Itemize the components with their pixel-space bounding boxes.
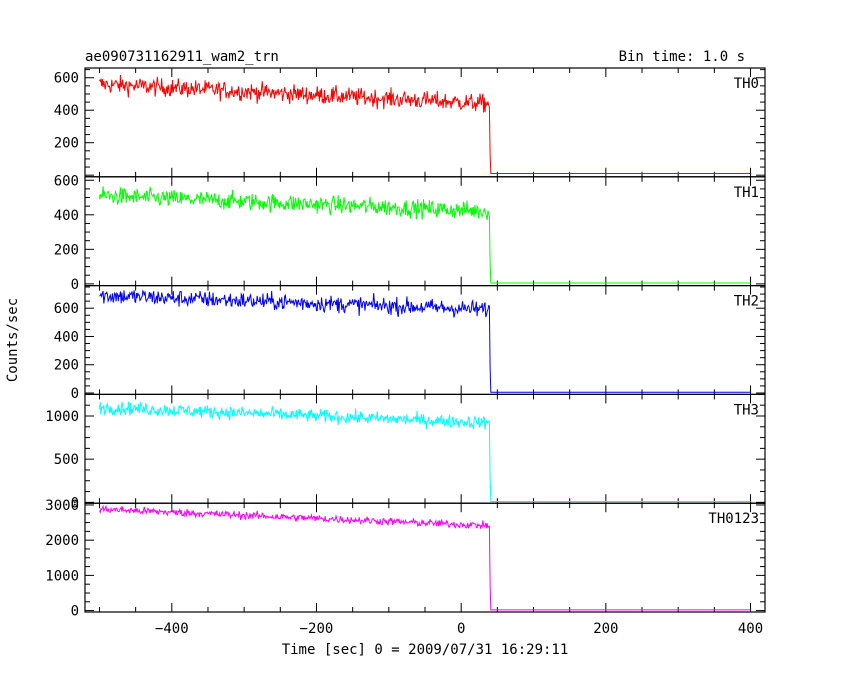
y-tick-label: 0 [71, 386, 79, 402]
panel-label-TH1: TH1 [734, 185, 759, 201]
series-line-TH3 [98, 401, 751, 502]
x-tick-label: 200 [593, 621, 618, 637]
panel-frame-TH0123 [84, 502, 766, 613]
series-line-TH2 [99, 289, 751, 393]
x-tick-label: 0 [457, 621, 465, 637]
y-tick-label: 600 [54, 301, 79, 317]
series-line-TH0123 [99, 504, 751, 611]
y-axis-label: Counts/sec [5, 298, 21, 382]
y-tick-label: 600 [54, 173, 79, 189]
y-tick-label: 0 [71, 277, 79, 293]
panel-frame-TH0 [84, 67, 766, 178]
panel-label-TH2: TH2 [734, 294, 759, 310]
y-tick-label: 500 [54, 452, 79, 468]
y-tick-label: 0 [71, 604, 79, 620]
y-tick-label: 200 [54, 242, 79, 258]
panel-label-TH3: TH3 [734, 402, 759, 418]
y-tick-label: 3000 [45, 498, 79, 514]
y-tick-label: 400 [54, 329, 79, 345]
series-line-TH0 [99, 75, 751, 175]
chart-title: ae090731162911_wam2_trn [85, 49, 279, 65]
x-tick-label: −400 [155, 621, 189, 637]
y-tick-label: 1000 [45, 568, 79, 584]
x-tick-label: 400 [738, 621, 763, 637]
y-tick-label: 400 [54, 103, 79, 119]
x-tick-label: −200 [300, 621, 334, 637]
series-line-TH1 [98, 186, 751, 284]
y-tick-label: 600 [54, 71, 79, 87]
y-tick-label: 200 [54, 136, 79, 152]
x-axis-label: Time [sec] 0 = 2009/07/31 16:29:11 [282, 642, 569, 658]
panels: 200 400 600 TH0 0 200 400 600 TH1 0 200 400 600 TH2 0 5… [45, 67, 766, 637]
panel-frame-TH1 [84, 176, 766, 287]
y-tick-label: 400 [54, 208, 79, 224]
panel-label-TH0: TH0 [734, 76, 759, 92]
y-tick-label: 2000 [45, 533, 79, 549]
y-tick-label: 200 [54, 358, 79, 374]
y-tick-label: 0 [71, 495, 79, 511]
panel-label-TH0123: TH0123 [708, 511, 759, 527]
y-tick-label: 1000 [45, 409, 79, 425]
bin-time-label: Bin time: 1.0 s [619, 49, 745, 65]
